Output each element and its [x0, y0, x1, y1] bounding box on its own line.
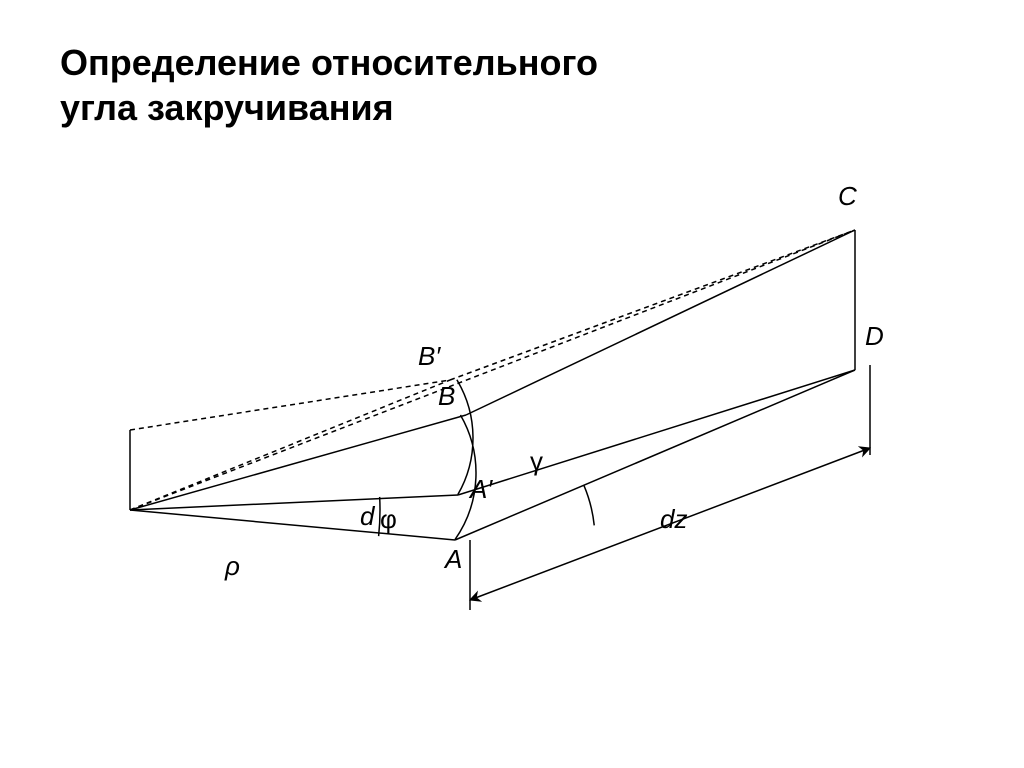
- label-d: D: [865, 321, 884, 351]
- label-b: B: [438, 381, 455, 411]
- label-a: A: [443, 544, 462, 574]
- label-dphi-d: d: [360, 501, 376, 531]
- label-dz: dz: [660, 504, 687, 534]
- label-dphi-phi: φ: [380, 504, 397, 534]
- label-rho: ρ: [224, 551, 240, 581]
- label-b-prime: B′: [418, 341, 441, 371]
- label-a-prime: A′: [468, 474, 493, 504]
- torsion-diagram: C D B′ B A′ Aγ dz ρ dφ: [0, 0, 1024, 768]
- label-c: C: [838, 181, 857, 211]
- label-gamma: γ: [530, 446, 543, 476]
